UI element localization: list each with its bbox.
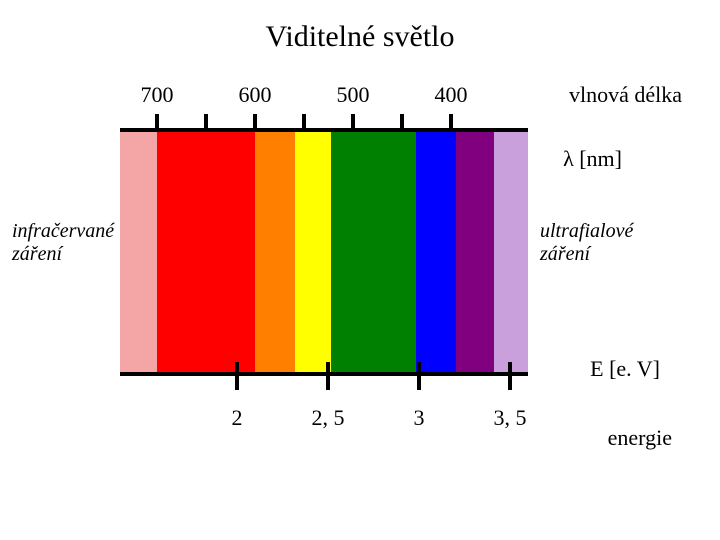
band-yellow — [295, 132, 331, 372]
band-violet — [456, 132, 494, 372]
energy-unit: E [e. V] — [590, 356, 660, 382]
tick-bot-1 — [235, 362, 239, 390]
band-red — [157, 132, 255, 372]
wavelength-label: vlnová délka — [569, 82, 682, 108]
diagram-stage: Viditelné světlo 700 600 500 400 vlnová … — [0, 0, 720, 540]
label-ultraviolet-line2: záření — [540, 243, 590, 265]
page-title: Viditelné světlo — [0, 20, 720, 54]
axis-bottom — [120, 372, 528, 376]
band-orange — [255, 132, 295, 372]
bot-label-2: 2 — [232, 405, 243, 431]
label-infrared-line2: záření — [12, 243, 62, 265]
label-infrared-line1: infračervané — [12, 220, 114, 242]
tick-bot-2 — [326, 362, 330, 390]
label-infrared: infračervané záření — [12, 220, 114, 266]
top-label-600: 600 — [239, 82, 272, 108]
top-label-500: 500 — [337, 82, 370, 108]
bot-label-3: 3 — [414, 405, 425, 431]
top-label-400: 400 — [435, 82, 468, 108]
band-uv-faint — [494, 132, 528, 372]
band-green — [331, 132, 416, 372]
top-label-700: 700 — [141, 82, 174, 108]
wavelength-unit: λ [nm] — [563, 146, 622, 172]
spectrum — [120, 132, 528, 372]
bot-label-3-5: 3, 5 — [494, 405, 527, 431]
tick-bot-3 — [417, 362, 421, 390]
label-ultraviolet: ultrafialové záření — [540, 220, 633, 266]
band-infrared-faint — [120, 132, 157, 372]
bot-label-2-5: 2, 5 — [312, 405, 345, 431]
energy-label: energie — [608, 425, 672, 451]
tick-bot-4 — [508, 362, 512, 390]
band-blue — [416, 132, 456, 372]
label-ultraviolet-line1: ultrafialové — [540, 220, 633, 242]
